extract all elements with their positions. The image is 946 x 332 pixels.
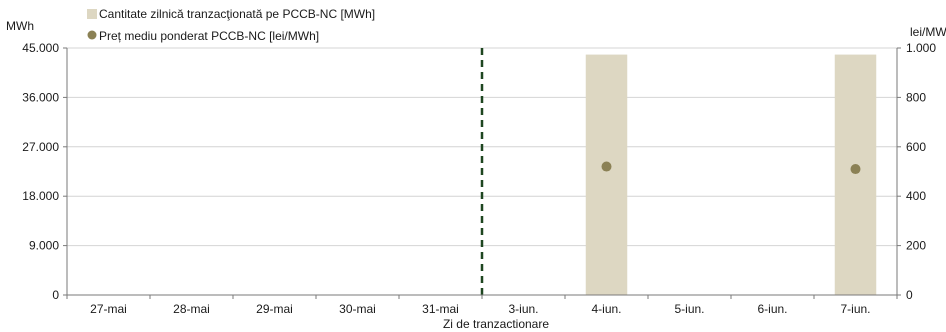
x-tick-label: 4-iun. — [591, 302, 621, 316]
y-right-tick-label: 0 — [906, 288, 913, 302]
y-right-tick-label: 400 — [906, 189, 926, 203]
x-tick-label: 28-mai — [173, 302, 210, 316]
legend-label-quantity: Cantitate zilnică tranzacţionată pe PCCB… — [99, 7, 375, 21]
y-right-tick-label: 1.000 — [906, 41, 936, 55]
x-tick-label: 7-iun. — [840, 302, 870, 316]
price-point-7-iun. — [850, 164, 861, 175]
legend-swatch-quantity — [87, 9, 97, 19]
y-left-tick-label: 9.000 — [29, 239, 59, 253]
x-tick-label: 31-mai — [422, 302, 459, 316]
y-left-tick-label: 27.000 — [22, 140, 59, 154]
y-left-tick-label: 36.000 — [22, 90, 59, 104]
y-axis-right: 0 200 400 600 800 1.000 — [897, 41, 936, 302]
x-tick-label: 3-iun. — [508, 302, 538, 316]
bar-7-iun. — [834, 54, 877, 295]
y-left-unit: MWh — [6, 19, 34, 33]
y-right-tick-label: 800 — [906, 90, 926, 104]
x-tick-label: 30-mai — [339, 302, 376, 316]
y-left-tick-label: 0 — [52, 288, 59, 302]
bar-series — [585, 54, 877, 295]
x-tick-label: 6-iun. — [757, 302, 787, 316]
y-left-tick-label: 45.000 — [22, 41, 59, 55]
y-right-tick-label: 200 — [906, 239, 926, 253]
x-tick-label: 27-mai — [90, 302, 127, 316]
legend: Cantitate zilnică tranzacţionată pe PCCB… — [87, 7, 375, 43]
y-left-tick-label: 18.000 — [22, 189, 59, 203]
bar-4-iun. — [585, 54, 628, 295]
price-series — [601, 161, 861, 175]
y-axis-left: 0 9.000 18.000 27.000 36.000 45.000 — [22, 41, 67, 302]
x-tick-label: 5-iun. — [674, 302, 704, 316]
legend-swatch-price — [87, 30, 97, 40]
x-tick-label: 29-mai — [256, 302, 293, 316]
x-axis-label: Zi de tranzactionare — [443, 317, 549, 331]
y-right-unit: lei/MWh — [910, 25, 946, 39]
legend-label-price: Preț mediu ponderat PCCB-NC [lei/MWh] — [99, 29, 319, 43]
price-point-4-iun. — [601, 161, 612, 172]
y-right-tick-label: 600 — [906, 140, 926, 154]
x-axis-ticks: 27-mai 28-mai 29-mai 30-mai 31-mai 3-iun. 4-iu… — [66, 295, 898, 316]
